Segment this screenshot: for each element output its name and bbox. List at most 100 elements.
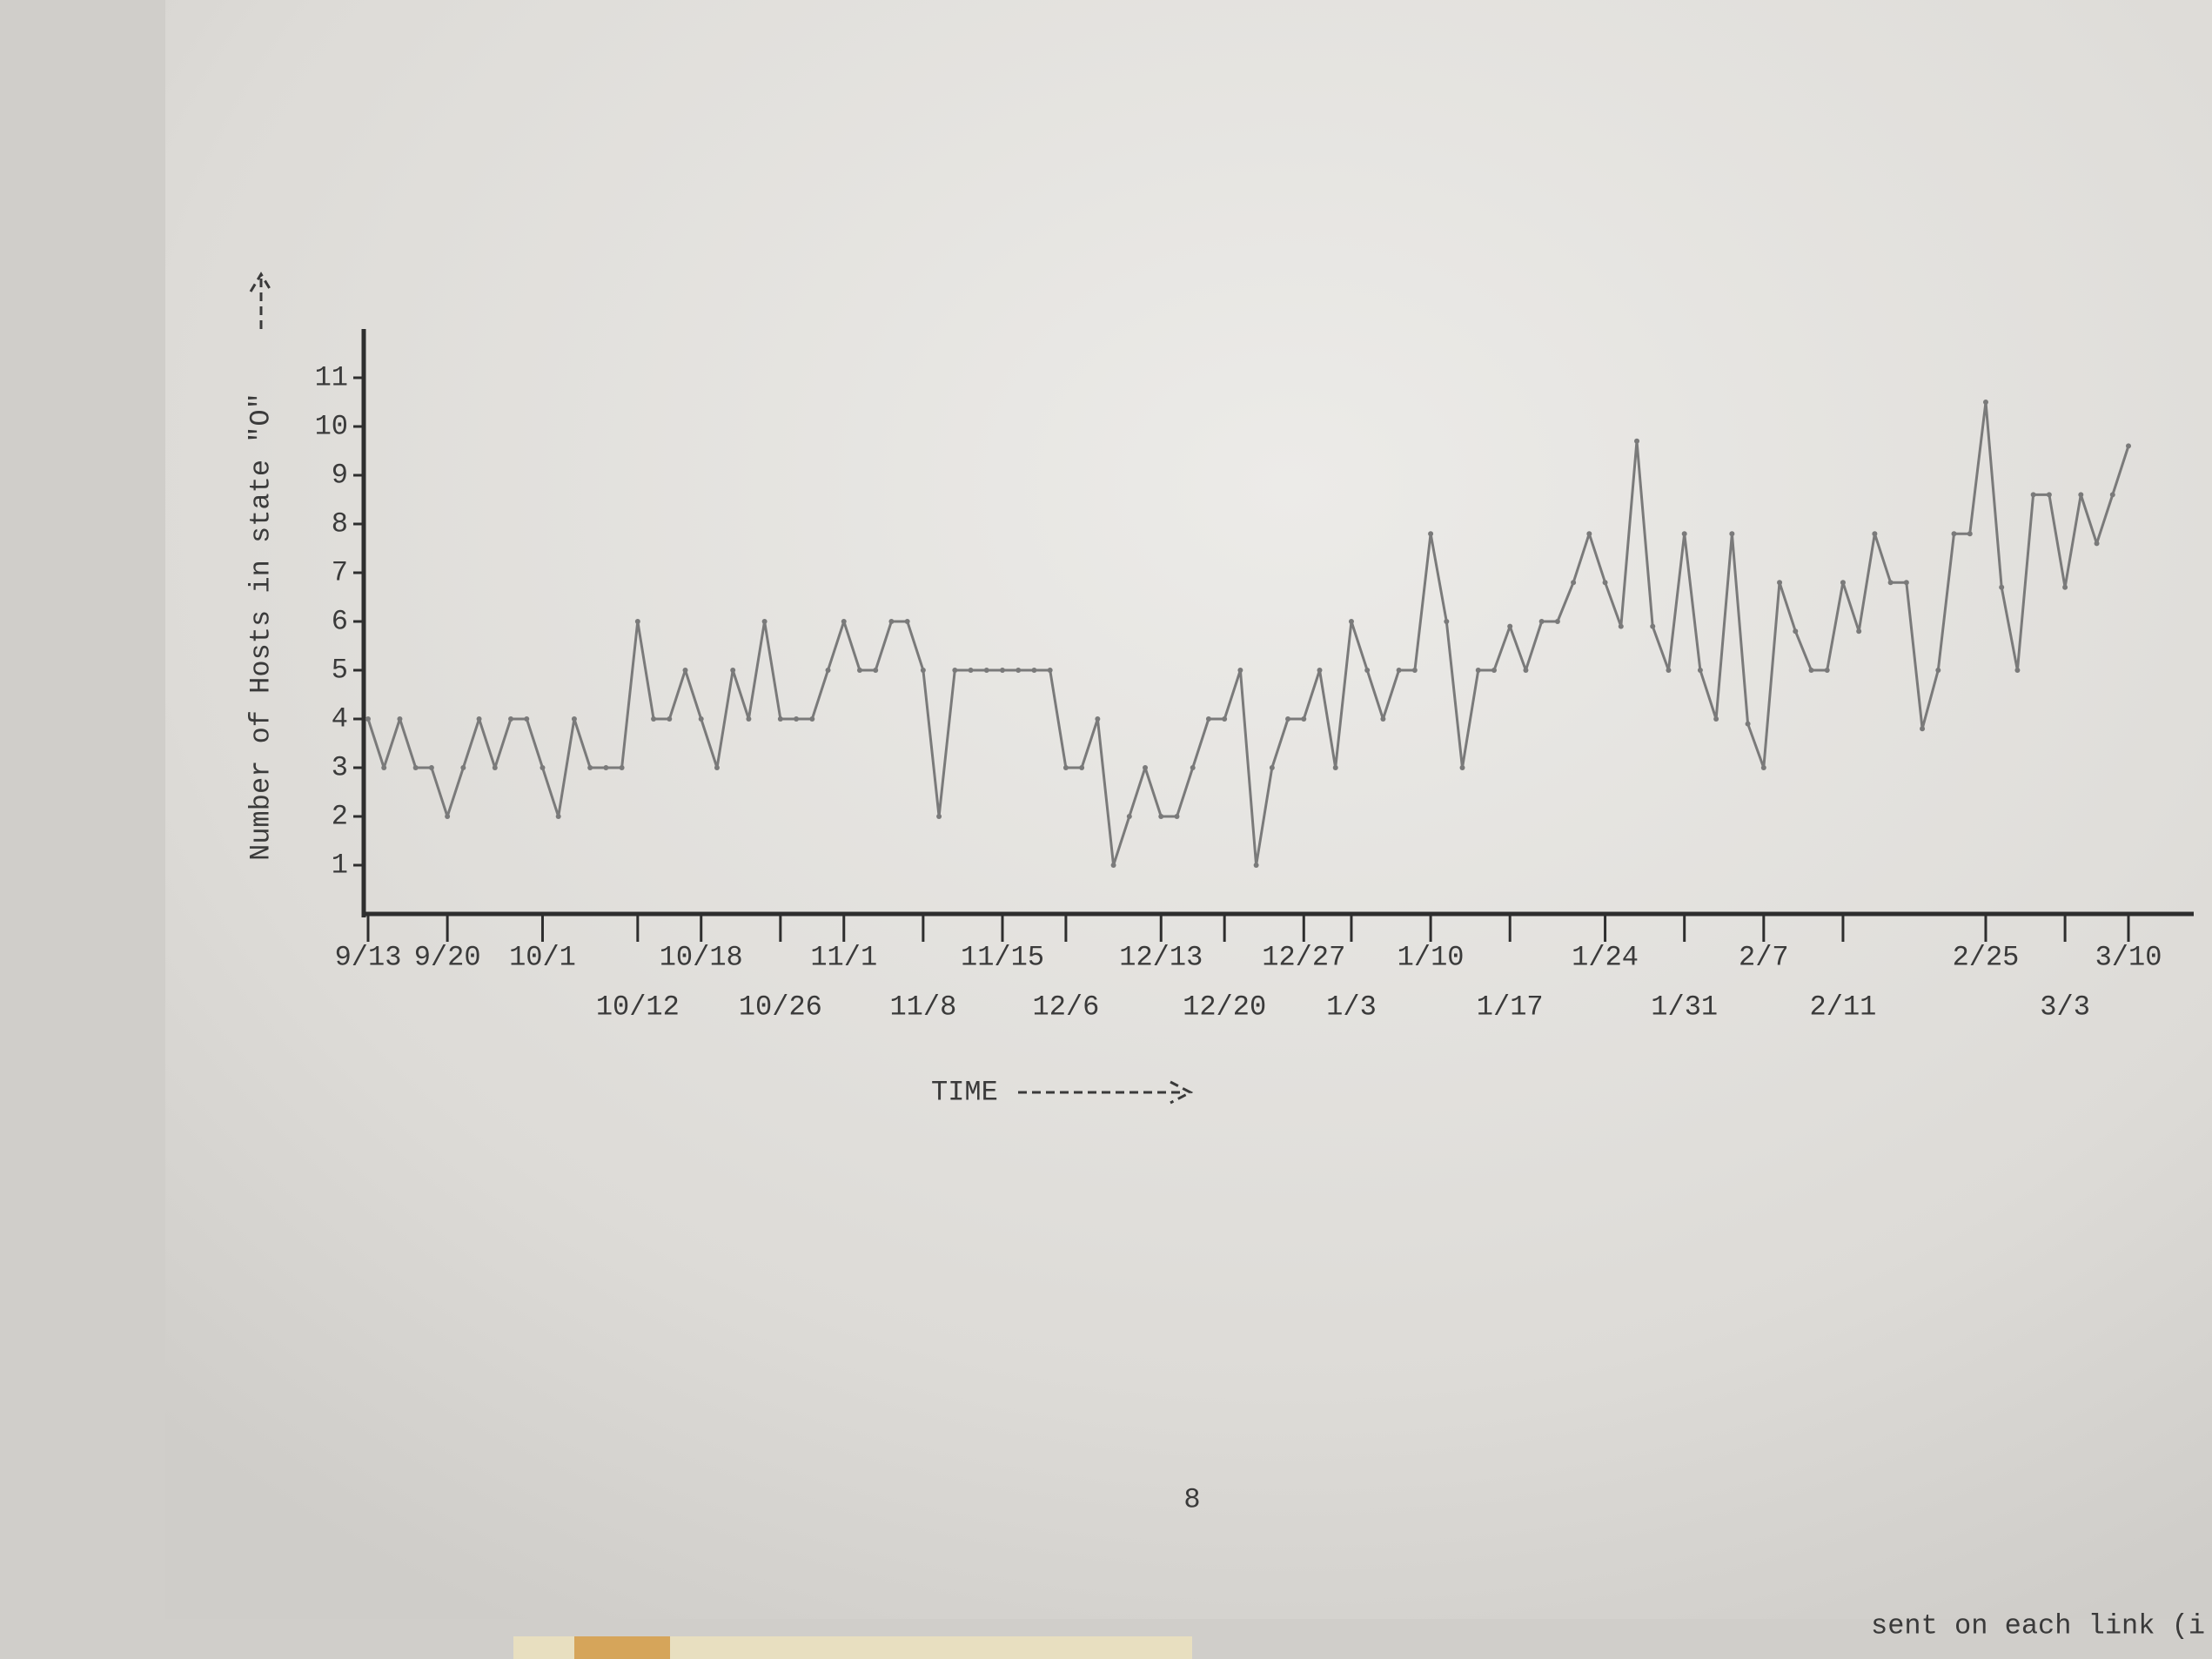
data-point — [714, 765, 720, 770]
data-point — [1444, 619, 1450, 624]
y-tick-label: 7 — [332, 556, 348, 588]
data-point — [1808, 668, 1814, 673]
data-point — [1538, 619, 1545, 624]
data-point — [1000, 668, 1006, 673]
data-point — [1143, 765, 1149, 770]
data-point — [825, 668, 831, 673]
data-point — [1269, 765, 1275, 770]
data-point — [904, 619, 910, 624]
data-point — [555, 814, 561, 819]
paper-sheet — [165, 0, 2212, 1619]
data-point — [1523, 668, 1529, 673]
data-point — [476, 716, 482, 722]
data-point — [888, 619, 895, 624]
data-point — [2126, 443, 2131, 449]
data-point — [746, 716, 752, 722]
x-tick-label: 12/27 — [1262, 941, 1345, 973]
data-point — [365, 716, 371, 722]
data-point — [1411, 668, 1418, 673]
data-point — [1380, 716, 1386, 722]
x-tick-label: 10/12 — [596, 991, 680, 1023]
data-point — [1095, 716, 1101, 722]
data-point — [856, 668, 862, 673]
data-point — [540, 765, 546, 770]
data-point — [2014, 668, 2021, 673]
data-point — [1222, 716, 1228, 722]
x-tick-label: 1/31 — [1651, 991, 1718, 1023]
data-point — [667, 716, 673, 722]
data-point — [1174, 814, 1180, 819]
x-tick-label: 2/11 — [1810, 991, 1877, 1023]
data-point — [1428, 531, 1434, 537]
data-point — [1982, 400, 1988, 405]
x-tick-label: 9/20 — [414, 941, 481, 973]
data-point — [1697, 668, 1703, 673]
data-point — [1887, 580, 1894, 586]
data-point — [1253, 863, 1259, 868]
data-point — [619, 765, 625, 770]
data-point — [682, 668, 688, 673]
x-tick-label: 10/26 — [739, 991, 822, 1023]
data-point — [1824, 668, 1830, 673]
x-tick-label: 10/1 — [509, 941, 576, 973]
data-point — [873, 668, 879, 673]
data-point — [983, 668, 989, 673]
data-point — [1903, 580, 1909, 586]
data-point — [1935, 668, 1941, 673]
y-tick-label: 8 — [332, 507, 348, 540]
data-point — [936, 814, 942, 819]
data-point — [1618, 623, 1624, 629]
data-point — [1602, 580, 1608, 586]
data-point — [794, 716, 800, 722]
data-point — [1793, 628, 1799, 635]
x-tick-label: 9/13 — [335, 941, 402, 973]
data-point — [1999, 584, 2005, 590]
data-point — [1062, 765, 1069, 770]
data-point — [698, 716, 704, 722]
data-point — [428, 765, 434, 770]
y-axis-label: Number of Hosts in state "O" — [245, 393, 277, 861]
x-tick-label: 1/24 — [1572, 941, 1639, 973]
paper-edge — [574, 1636, 670, 1659]
y-tick-label: 1 — [332, 849, 348, 881]
y-tick-label: 4 — [332, 702, 348, 735]
x-tick-label: 1/10 — [1398, 941, 1465, 973]
x-tick-label: 11/1 — [810, 941, 877, 973]
data-point — [761, 619, 767, 624]
data-point — [1554, 619, 1560, 624]
y-tick-label: 3 — [332, 751, 348, 783]
x-tick-label: 3/10 — [2095, 941, 2162, 973]
data-point — [381, 765, 387, 770]
x-tick-label: 12/6 — [1033, 991, 1100, 1023]
x-axis-arrow — [1018, 1080, 1194, 1105]
data-point — [524, 716, 530, 722]
data-point — [2094, 541, 2100, 547]
data-point — [952, 668, 958, 673]
y-tick-label: 10 — [315, 410, 348, 442]
data-point — [920, 668, 926, 673]
data-point — [603, 765, 609, 770]
data-point — [1491, 668, 1497, 673]
x-tick-label: 2/25 — [1953, 941, 2020, 973]
data-point — [1840, 580, 1846, 586]
data-point — [1681, 531, 1687, 537]
data-point — [651, 716, 657, 722]
y-tick-label: 6 — [332, 605, 348, 637]
data-point — [1364, 668, 1371, 673]
data-point — [2046, 492, 2052, 498]
data-point — [1571, 580, 1577, 586]
y-tick-label: 5 — [332, 654, 348, 686]
x-axis-label: TIME — [931, 1076, 998, 1108]
data-point — [634, 619, 640, 624]
data-point — [2062, 584, 2068, 590]
data-point — [1396, 668, 1402, 673]
data-point — [1332, 765, 1338, 770]
data-point — [2078, 492, 2084, 498]
x-tick-label: 1/3 — [1326, 991, 1377, 1023]
data-point — [587, 765, 593, 770]
data-point — [1507, 623, 1513, 629]
data-point — [1047, 668, 1053, 673]
x-tick-label: 3/3 — [2040, 991, 2090, 1023]
